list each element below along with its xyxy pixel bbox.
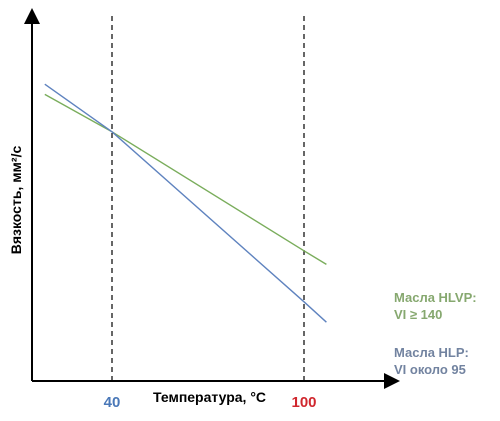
series-line-hlvp [44, 93, 327, 265]
x-tick-label-40: 40 [104, 394, 121, 411]
x-tick-label-100: 100 [291, 394, 316, 411]
x-tick-labels: 40 100 [104, 394, 317, 411]
series-line-hlp [44, 83, 327, 323]
series-lines [44, 83, 327, 323]
series-label-hlp-line-2: VI около 95 [394, 362, 466, 377]
x-axis-label: Температура, °C [153, 389, 266, 405]
series-label-hlp-line-1: Масла HLP: [394, 345, 469, 360]
series-label-hlvp-line-1: Масла HLVP: [394, 290, 477, 305]
series-label-hlvp-line-2: VI ≥ 140 [394, 307, 442, 322]
y-axis-label: Вязкость, мм²/с [8, 146, 24, 255]
series-labels: Масла HLVP: VI ≥ 140 Масла HLP: VI около 95 [394, 290, 477, 377]
reference-lines [111, 16, 305, 381]
